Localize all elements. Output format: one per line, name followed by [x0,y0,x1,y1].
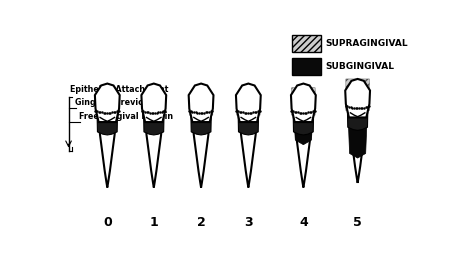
Polygon shape [295,122,312,187]
Polygon shape [97,110,118,135]
Polygon shape [349,118,366,183]
Text: 0: 0 [103,216,112,229]
Polygon shape [191,110,211,135]
Polygon shape [293,110,314,135]
Text: 5: 5 [353,216,362,229]
Polygon shape [238,110,259,135]
Bar [292,58,321,75]
Polygon shape [95,83,120,122]
Polygon shape [189,104,213,116]
Text: Free Gingival Margin: Free Gingival Margin [79,112,173,121]
Text: 3: 3 [244,216,253,229]
Polygon shape [347,105,368,130]
Polygon shape [145,122,162,187]
Text: 2: 2 [197,216,205,229]
Polygon shape [236,83,261,122]
Text: 4: 4 [299,216,308,229]
Polygon shape [293,111,313,145]
Text: 1: 1 [149,216,158,229]
Text: Epithelial Attachment: Epithelial Attachment [70,85,168,94]
Polygon shape [189,83,213,122]
Text: SUPRAGINGIVAL: SUPRAGINGIVAL [326,39,409,48]
Polygon shape [345,79,370,118]
Polygon shape [192,122,210,187]
Polygon shape [237,96,260,116]
Polygon shape [99,122,116,187]
Polygon shape [291,83,316,122]
Polygon shape [292,88,315,116]
Polygon shape [144,110,164,135]
Polygon shape [240,122,257,187]
Text: SUBGINGIVAL: SUBGINGIVAL [326,62,395,71]
Polygon shape [141,83,166,122]
Polygon shape [348,107,367,158]
Polygon shape [346,79,369,111]
Text: Gingival Crevice: Gingival Crevice [75,98,148,107]
Bar [292,35,321,52]
